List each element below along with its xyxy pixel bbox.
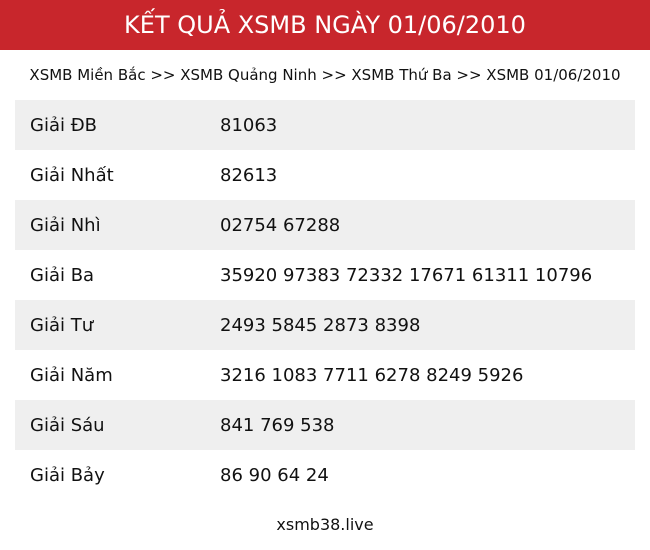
prize-name: Giải Năm — [30, 364, 113, 386]
prize-name: Giải Nhì — [30, 214, 101, 236]
prize-numbers: 2493 5845 2873 8398 — [220, 314, 421, 336]
table-row: Giải Bảy 86 90 64 24 — [15, 450, 635, 500]
prize-name: Giải Ba — [30, 264, 95, 286]
table-row: Giải Ba 35920 97383 72332 17671 61311 107… — [15, 250, 635, 300]
table-row: Giải Năm 3216 1083 7711 6278 8249 5926 — [15, 350, 635, 400]
prize-name: Giải Sáu — [30, 414, 105, 436]
table-row: Giải Nhì 02754 67288 — [15, 200, 635, 250]
prize-name: Giải Nhất — [30, 164, 114, 186]
table-row: Giải Tư 2493 5845 2873 8398 — [15, 300, 635, 350]
prize-numbers: 02754 67288 — [220, 214, 341, 236]
prize-name: Giải ĐB — [30, 114, 97, 136]
table-row: Giải Sáu 841 769 538 — [15, 400, 635, 450]
prize-numbers: 86 90 64 24 — [220, 464, 329, 486]
table-row: Giải Nhất 82613 — [15, 150, 635, 200]
prize-name: Giải Bảy — [30, 464, 105, 486]
title: KẾT QUẢ XSMB NGÀY 01/06/2010 — [124, 11, 526, 39]
footer[interactable]: xsmb38.live — [276, 515, 374, 534]
prize-numbers: 841 769 538 — [220, 414, 335, 436]
breadcrumb[interactable]: XSMB Miền Bắc >> XSMB Quảng Ninh >> XSMB… — [29, 66, 621, 84]
prize-numbers: 35920 97383 72332 17671 61311 10796 — [220, 264, 593, 286]
prize-numbers: 82613 — [220, 164, 278, 186]
prize-numbers: 3216 1083 7711 6278 8249 5926 — [220, 364, 524, 386]
prize-name: Giải Tư — [30, 314, 94, 336]
table-row: Giải ĐB 81063 — [15, 100, 635, 150]
results-table: Giải ĐB 81063 Giải Nhất 82613 Giải Nhì 02754 … — [15, 100, 635, 500]
header: KẾT QUẢ XSMB NGÀY 01/06/2010 — [0, 0, 650, 50]
prize-numbers: 81063 — [220, 114, 278, 136]
